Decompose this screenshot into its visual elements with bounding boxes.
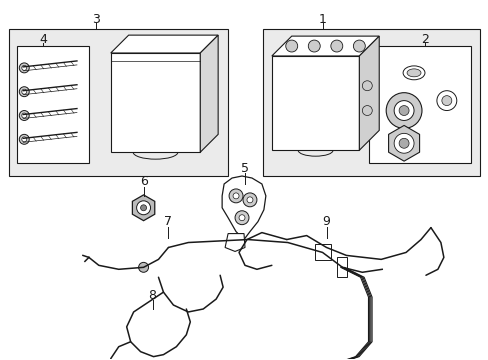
Circle shape (393, 100, 413, 121)
Circle shape (243, 193, 256, 207)
Text: 6: 6 (140, 175, 147, 189)
Circle shape (353, 40, 365, 52)
Circle shape (19, 134, 29, 144)
Text: 3: 3 (92, 13, 100, 26)
Circle shape (362, 81, 371, 91)
Polygon shape (314, 244, 330, 260)
Circle shape (330, 40, 342, 52)
Circle shape (19, 63, 29, 73)
Text: 5: 5 (241, 162, 248, 175)
Text: 4: 4 (39, 33, 47, 46)
Polygon shape (359, 36, 379, 150)
Circle shape (22, 89, 27, 94)
Circle shape (436, 91, 456, 111)
Polygon shape (132, 195, 155, 221)
Circle shape (235, 211, 248, 225)
Circle shape (22, 137, 27, 142)
Ellipse shape (406, 69, 420, 77)
Ellipse shape (402, 66, 424, 80)
Polygon shape (337, 257, 346, 277)
Circle shape (393, 133, 413, 153)
Polygon shape (222, 176, 265, 239)
Bar (9, 29, 227, 176)
Circle shape (441, 96, 451, 105)
Text: 9: 9 (322, 215, 330, 228)
Circle shape (138, 262, 148, 272)
Circle shape (386, 93, 421, 129)
Text: 8: 8 (148, 289, 156, 302)
Polygon shape (271, 36, 379, 56)
Bar (368, 46, 470, 163)
Circle shape (239, 215, 244, 221)
Polygon shape (388, 125, 419, 161)
Polygon shape (224, 234, 244, 251)
Circle shape (246, 197, 252, 203)
Polygon shape (200, 35, 218, 152)
Circle shape (233, 193, 239, 199)
Text: 2: 2 (420, 33, 428, 46)
Bar (17, 46, 89, 163)
Circle shape (22, 113, 27, 118)
Bar (271, 56, 359, 150)
Circle shape (398, 105, 408, 116)
Circle shape (22, 66, 27, 70)
Circle shape (136, 201, 150, 215)
Text: 1: 1 (318, 13, 326, 26)
Circle shape (19, 87, 29, 96)
Text: 7: 7 (164, 215, 172, 228)
Polygon shape (111, 35, 218, 53)
Circle shape (228, 189, 243, 203)
Circle shape (19, 111, 29, 121)
Circle shape (285, 40, 297, 52)
Circle shape (307, 40, 320, 52)
Circle shape (362, 105, 371, 116)
Bar (263, 29, 479, 176)
Circle shape (141, 205, 146, 211)
Bar (111, 53, 200, 152)
Circle shape (398, 138, 408, 148)
